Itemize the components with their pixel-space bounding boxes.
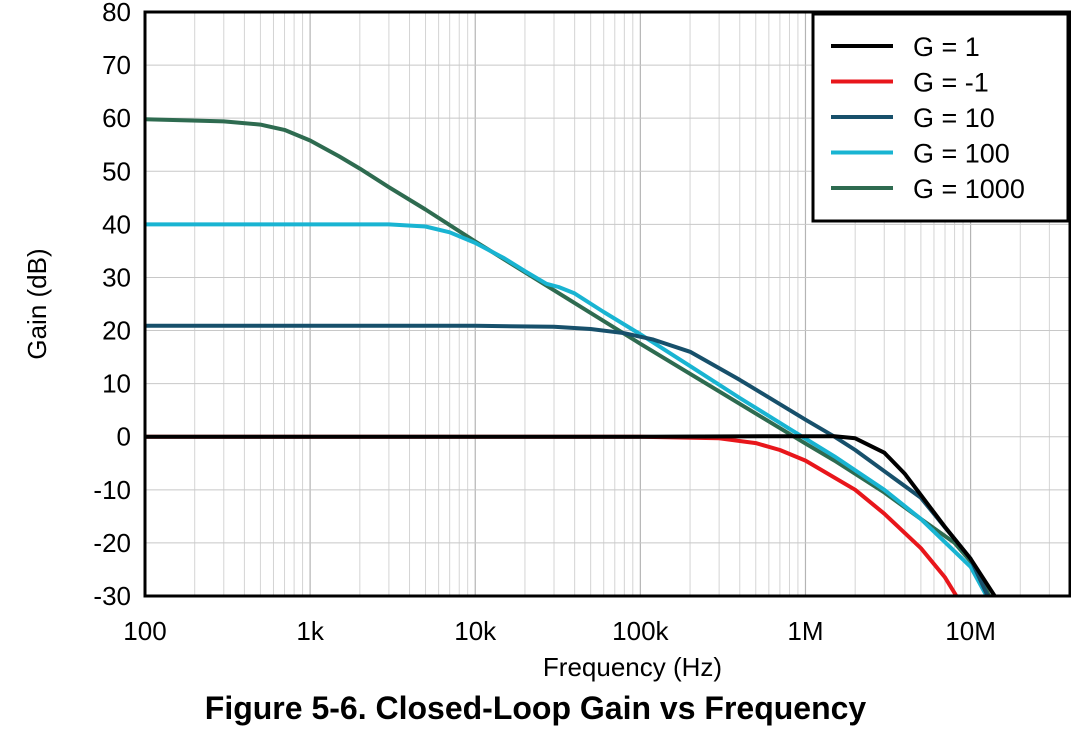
y-tick-label: 0 <box>117 422 131 452</box>
series-line-g10 <box>145 323 990 596</box>
series-line-g100 <box>145 222 989 596</box>
legend-label: G = -1 <box>913 68 989 98</box>
x-tick-label: 1M <box>787 616 823 646</box>
x-tick-label: 1k <box>296 616 324 646</box>
y-tick-label: -20 <box>93 528 131 558</box>
y-tick-label: 50 <box>102 156 131 186</box>
plot-frame <box>143 10 1071 598</box>
figure-caption: Figure 5-6. Closed-Loop Gain vs Frequenc… <box>204 690 867 726</box>
y-tick-label: 10 <box>102 369 131 399</box>
legend-label: G = 10 <box>913 103 995 133</box>
x-tick-label: 10k <box>454 616 497 646</box>
y-tick-label: 20 <box>102 316 131 346</box>
legend-label: G = 1 <box>913 32 980 62</box>
y-axis-label: Gain (dB) <box>22 248 52 359</box>
x-axis-label: Frequency (Hz) <box>543 652 722 682</box>
series-lines <box>145 117 997 596</box>
y-tick-label: 60 <box>102 103 131 133</box>
legend-label: G = 1000 <box>913 174 1025 204</box>
grid-lines <box>145 12 1070 596</box>
y-tick-label: 40 <box>102 209 131 239</box>
y-tick-label: 80 <box>102 0 131 27</box>
y-tick-label: 30 <box>102 262 131 292</box>
legend: G = 1 G = -1 G = 10 G = 100 G = 1000 <box>811 12 1070 223</box>
y-tick-label: 70 <box>102 50 131 80</box>
y-tick-labels: -30 -20 -10 0 10 20 30 40 50 60 70 80 <box>93 0 131 611</box>
y-tick-label: -30 <box>93 581 131 611</box>
series-line-g1 <box>145 434 997 596</box>
x-tick-labels: 100 1k 10k 100k 1M 10M <box>123 616 996 646</box>
legend-label: G = 100 <box>913 139 1010 169</box>
x-tick-label: 100 <box>123 616 166 646</box>
x-tick-label: 100k <box>612 616 669 646</box>
x-tick-label: 10M <box>945 616 996 646</box>
y-tick-label: -10 <box>93 475 131 505</box>
